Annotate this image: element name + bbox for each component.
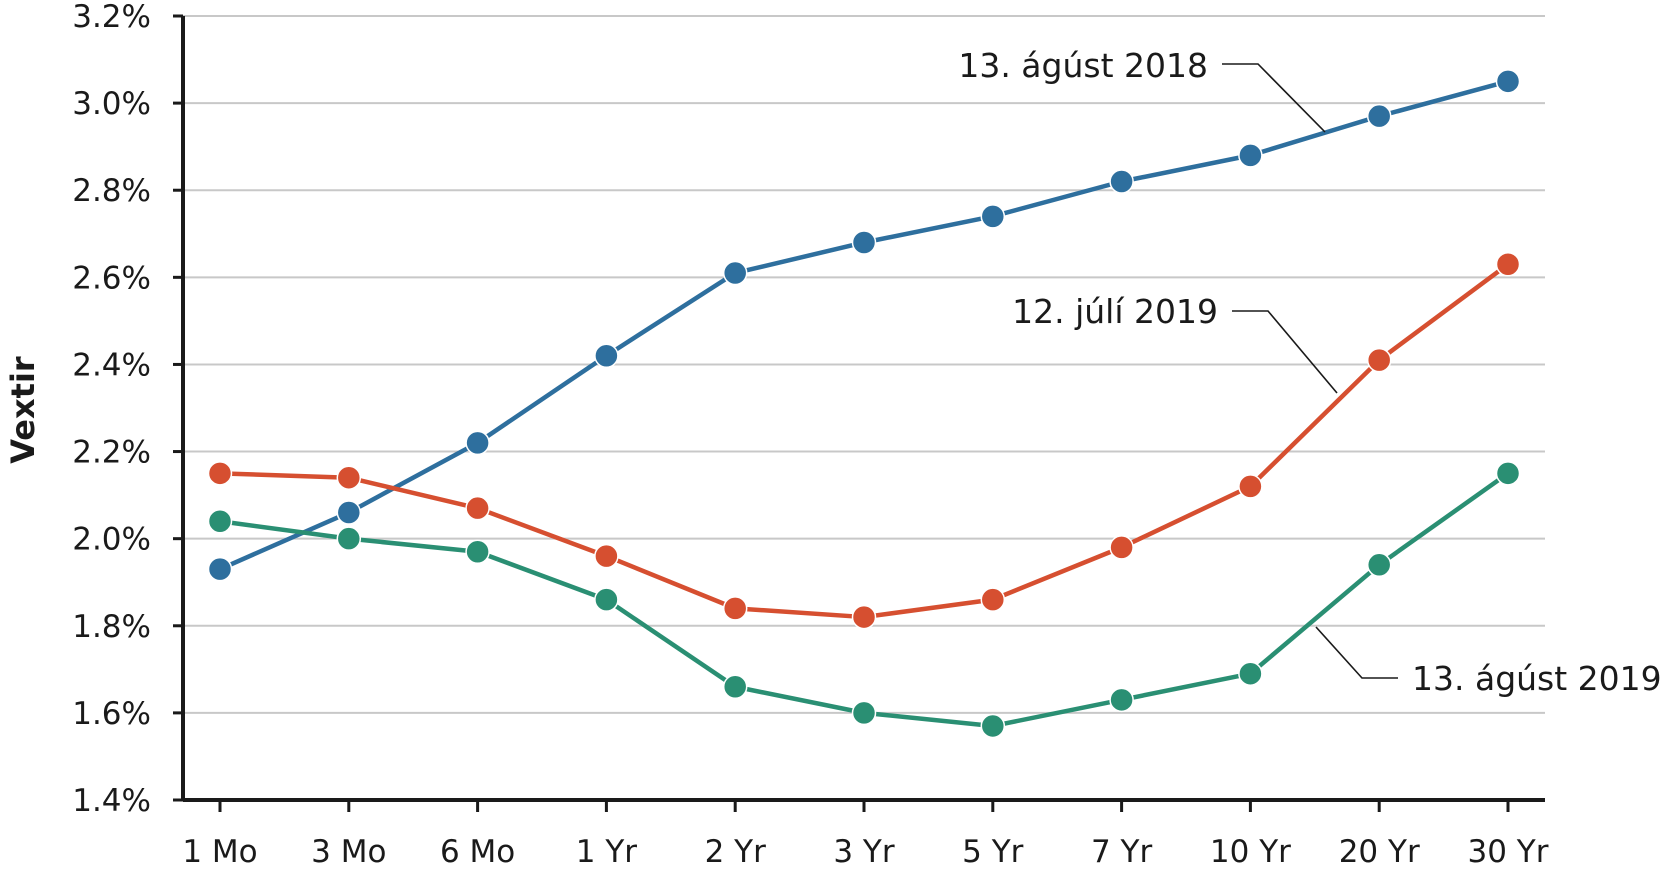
data-point	[336, 500, 362, 525]
data-point	[465, 539, 490, 564]
series-line	[219, 79, 1509, 572]
data-point	[851, 700, 877, 726]
y-tick-label: 3.2%	[72, 0, 151, 35]
series-lines	[207, 69, 1521, 739]
series-3	[207, 461, 1521, 739]
x-tick-label: 6 Mo	[440, 834, 515, 870]
data-point	[594, 543, 619, 569]
series-line	[219, 262, 1510, 620]
x-tick-label: 10 Yr	[1210, 834, 1291, 870]
data-point	[1109, 535, 1134, 560]
y-tick-label: 2.6%	[72, 260, 151, 296]
y-axis-title: Vextir	[4, 356, 42, 464]
x-tick-label: 1 Yr	[576, 834, 638, 870]
y-tick-label: 1.4%	[72, 783, 151, 819]
x-tick-label: 2 Yr	[705, 834, 767, 870]
data-point	[1366, 552, 1392, 578]
data-point	[465, 430, 490, 456]
data-point	[1238, 661, 1263, 686]
data-point	[722, 260, 748, 286]
data-point	[980, 587, 1006, 612]
y-tick-label: 1.6%	[72, 696, 151, 732]
series-label: 13. ágúst 2018	[958, 46, 1208, 85]
series-2	[207, 252, 1521, 630]
data-point	[1109, 687, 1134, 713]
data-point	[980, 204, 1006, 229]
series-label-leader	[1222, 63, 1326, 133]
data-point	[594, 587, 619, 612]
data-point	[1109, 169, 1134, 194]
data-point	[336, 526, 362, 551]
x-tick-label: 3 Mo	[311, 834, 386, 870]
x-tick-label: 3 Yr	[833, 834, 895, 870]
x-tick-label: 5 Yr	[962, 834, 1024, 870]
data-point	[1495, 461, 1521, 486]
y-tick-labels: 1.4% 1.6% 1.8% 2.0% 2.2% 2.4% 2.6% 2.8% 3.0% 3.2%	[72, 0, 151, 819]
data-point	[1495, 252, 1521, 277]
series-label: 13. ágúst 2019	[1412, 659, 1662, 698]
data-point	[207, 508, 233, 534]
data-point	[722, 596, 748, 621]
data-point	[851, 230, 877, 255]
data-point	[1238, 143, 1263, 168]
gridlines	[183, 15, 1545, 714]
y-tick-label: 2.0%	[72, 522, 151, 558]
data-point	[336, 465, 362, 490]
axes	[173, 14, 1545, 812]
data-point	[465, 495, 490, 521]
data-point	[1366, 103, 1392, 129]
y-tick-label: 2.4%	[72, 347, 151, 383]
data-point	[851, 604, 877, 630]
data-point	[1495, 69, 1521, 94]
y-tick-label: 2.8%	[72, 173, 151, 209]
series-label-leader	[1232, 310, 1338, 394]
y-tick-label: 2.2%	[72, 435, 151, 471]
x-tick-label: 20 Yr	[1339, 834, 1420, 870]
data-point	[1238, 474, 1263, 499]
series-1	[207, 69, 1521, 582]
x-tick-label: 30 Yr	[1468, 834, 1549, 870]
data-point	[594, 343, 619, 368]
y-tick-label: 1.8%	[72, 609, 151, 645]
y-tick-label: 3.0%	[72, 86, 151, 122]
series-labels: 13. ágúst 2018 12. júlí 2019 13. ágúst 201…	[958, 46, 1661, 698]
series-label-leader	[1315, 626, 1398, 679]
series-label: 12. júlí 2019	[1012, 292, 1218, 331]
x-tick-label: 1 Mo	[182, 834, 257, 870]
data-point	[207, 461, 233, 486]
data-point	[1366, 347, 1392, 373]
data-point	[722, 674, 748, 700]
series-line	[219, 471, 1510, 729]
x-tick-labels: 1 Mo 3 Mo 6 Mo 1 Yr 2 Yr 3 Yr 5 Yr 7 Yr 10 Yr 20 …	[182, 834, 1548, 870]
data-point	[980, 713, 1006, 739]
data-point	[207, 556, 233, 582]
x-tick-label: 7 Yr	[1091, 834, 1153, 870]
